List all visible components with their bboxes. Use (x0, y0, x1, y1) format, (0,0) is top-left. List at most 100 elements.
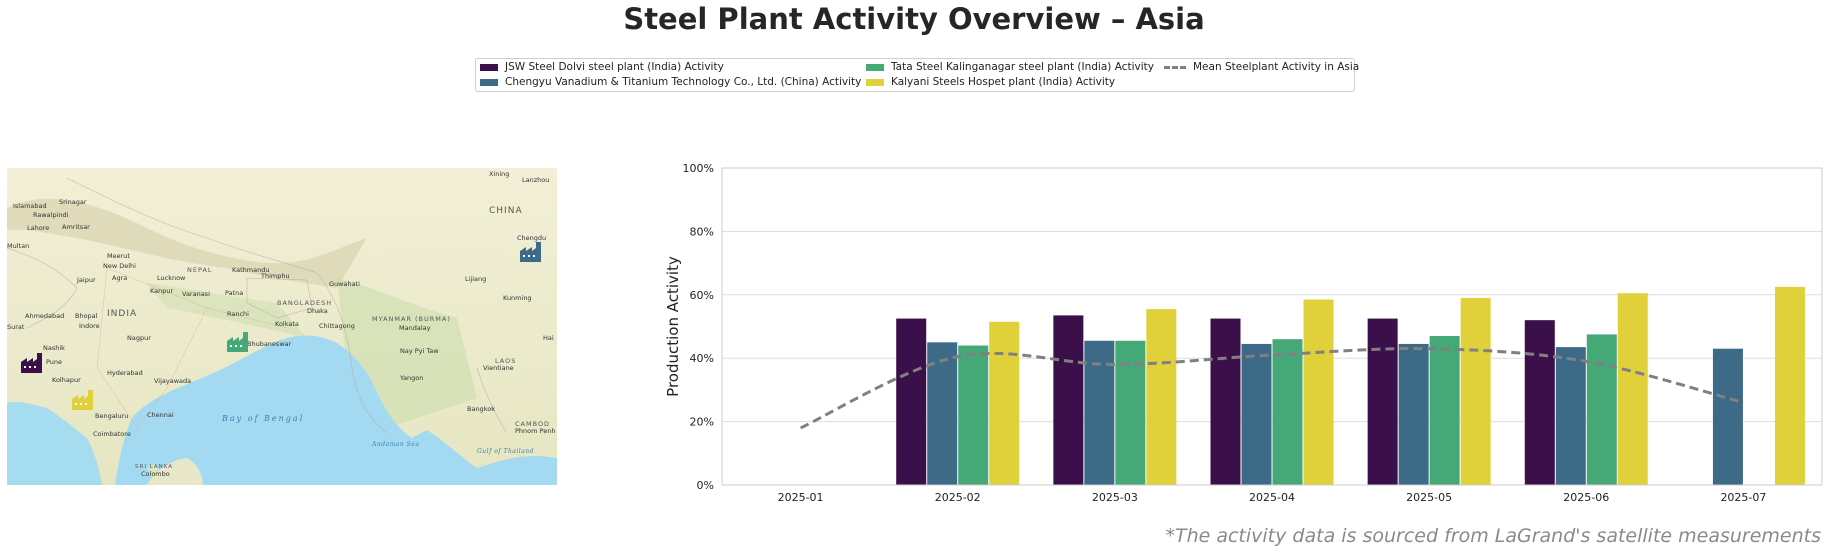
bar-chengyu-2025-06 (1555, 347, 1586, 485)
map-city-label: Bangkok (467, 405, 495, 413)
map-srilanka-area (147, 458, 203, 485)
bar-jsw-2025-03 (1053, 315, 1084, 485)
map-label-andaman: Andaman Sea (371, 441, 419, 448)
footnote: *The activity data is sourced from LaGra… (1165, 525, 1821, 547)
map-label-cambodia: CAMBOD (515, 420, 550, 428)
map-city-label: Kanpur (150, 287, 173, 295)
map-city-label: Chittagong (319, 322, 355, 330)
page-title: Steel Plant Activity Overview – Asia (623, 2, 1205, 36)
map-city-label: Nay Pyi Taw (400, 347, 439, 355)
map-ganges-plain (147, 283, 307, 338)
bar-chengyu-2025-04 (1241, 343, 1272, 485)
map-city-label: Agra (112, 274, 127, 282)
jsw-dolvi-plant-icon (21, 353, 42, 373)
chart-grid (722, 167, 1822, 486)
map-city-label: Chengdu (517, 234, 546, 242)
map-city-labels: Islamabad Srinagar Rawalpindi Lahore Amritsa… (7, 170, 555, 478)
legend-label-mean: Mean Steelplant Activity in Asia (1193, 61, 1360, 73)
map-city-label: Lanzhou (522, 176, 549, 184)
map-city-label: Lijiang (465, 275, 486, 283)
y-axis-ticks: 0% 20% 40% 60% 80% 100% (683, 162, 714, 492)
map-label-srilanka: SRI LANKA (135, 464, 173, 470)
legend-label-tata: Tata Steel Kalinganagar steel plant (Ind… (891, 61, 1154, 73)
map-city-label: Hyderabad (107, 369, 143, 377)
map-city-label: Indore (79, 322, 100, 330)
bar-kalyani-2025-04 (1303, 299, 1334, 485)
map-city-label: Rawalpindi (33, 211, 69, 219)
map-city-label: Nashik (43, 344, 65, 352)
map-city-label: Thimphu (260, 272, 290, 280)
bar-tata-2025-05 (1429, 336, 1460, 485)
x-tick-label: 2025-07 (1720, 491, 1766, 504)
bar-tata-2025-04 (1272, 339, 1303, 485)
map-city-label: Xining (489, 170, 509, 178)
plot-frame (721, 167, 1823, 486)
bar-chengyu-2025-05 (1398, 343, 1429, 485)
x-tick-label: 2025-03 (1092, 491, 1138, 504)
y-tick-label: 40% (690, 352, 714, 365)
map-city-label: Ranchi (227, 310, 249, 318)
legend-swatch-kalyani (866, 78, 884, 86)
asia-map: CHINA INDIA NEPAL BANGLADESH MYANMAR (BU… (7, 168, 557, 485)
map-label-china: CHINA (489, 206, 523, 216)
map-label-bangladesh: BANGLADESH (277, 299, 332, 307)
y-tick-label: 80% (690, 225, 714, 238)
map-label-india: INDIA (107, 309, 137, 319)
bar-tata-2025-02 (958, 345, 989, 485)
bar-kalyani-2025-02 (989, 321, 1020, 485)
map-city-label: Srinagar (59, 198, 87, 206)
map-city-label: Patna (225, 289, 243, 297)
map-label-bay: Bay of Bengal (221, 414, 304, 423)
map-city-label: Amritsar (62, 223, 90, 231)
map-label-laos: LAOS (495, 357, 516, 365)
kalyani-hospet-plant-icon (72, 390, 93, 410)
map-city-label: Surat (7, 323, 25, 331)
bar-tata-2025-03 (1115, 340, 1146, 485)
y-tick-label: 0% (697, 479, 714, 492)
map-himalaya (7, 198, 367, 288)
legend-label-jsw: JSW Steel Dolvi steel plant (India) Acti… (505, 61, 724, 73)
legend-label-kalyani: Kalyani Steels Hospet plant (India) Acti… (891, 76, 1116, 88)
map-city-label: Meerut (107, 252, 130, 260)
map-city-label: Bhubaneswar (247, 340, 292, 348)
map-city-label: Mandalay (399, 324, 431, 332)
bar-chengyu-2025-02 (927, 342, 958, 485)
tata-kalinganagar-plant-icon (227, 332, 248, 352)
map-city-label: Bengaluru (95, 412, 128, 420)
map-city-label: Kunming (503, 294, 532, 302)
legend-dash-mean (1164, 65, 1186, 69)
map-city-label: Islamabad (13, 202, 47, 210)
map-city-label: Phnom Penh (515, 427, 555, 435)
map-arabian-sea (7, 401, 102, 485)
legend-item-kalyani: Kalyani Steels Hospet plant (India) Acti… (866, 76, 1115, 88)
map-borders (7, 177, 508, 434)
legend-swatch-chengyu (480, 78, 498, 86)
map-bay-of-bengal (115, 335, 557, 485)
legend-swatch-jsw (480, 63, 498, 71)
legend-item-mean: Mean Steelplant Activity in Asia (1164, 61, 1359, 73)
map-city-label: Dhaka (307, 307, 328, 315)
map-city-label: Vientiane (483, 364, 514, 372)
map-city-label: Vijayawada (154, 377, 191, 385)
map-city-label: Coimbatore (93, 430, 131, 438)
map-city-label: Varanasi (182, 290, 210, 298)
bar-jsw-2025-02 (896, 318, 927, 485)
legend-label-chengyu: Chengyu Vanadium & Titanium Technology C… (505, 76, 862, 88)
y-tick-label: 100% (683, 162, 714, 175)
x-tick-label: 2025-01 (778, 491, 824, 504)
map-city-label: Lahore (27, 224, 49, 232)
legend-item-chengyu: Chengyu Vanadium & Titanium Technology C… (480, 76, 861, 88)
map-city-label: Kolkata (275, 320, 299, 328)
map-city-label: Colombo (141, 470, 170, 478)
map-city-label: Lucknow (157, 274, 186, 282)
map-city-label: Hai (543, 334, 554, 342)
x-tick-label: 2025-02 (935, 491, 981, 504)
map-city-label: Nagpur (127, 334, 151, 342)
bar-kalyani-2025-05 (1460, 297, 1491, 485)
map-city-label: Ahmedabad (25, 312, 64, 320)
map-srilanka (147, 464, 160, 480)
chart-bars (896, 286, 1805, 485)
chart-mean-line (799, 347, 1744, 430)
map-label-gulf: Gulf of Thailand (477, 448, 534, 455)
